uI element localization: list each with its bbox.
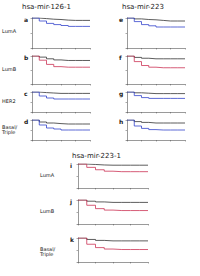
svg-text:c: c bbox=[24, 90, 28, 97]
svg-text:h: h bbox=[119, 118, 123, 125]
svg-text:HER2: HER2 bbox=[2, 98, 16, 104]
svg-text:Triple: Triple bbox=[1, 129, 15, 136]
svg-text:Basal/: Basal/ bbox=[40, 245, 56, 252]
svg-text:LumB: LumB bbox=[2, 66, 17, 72]
svg-text:i: i bbox=[70, 162, 72, 169]
svg-text:Basal/: Basal/ bbox=[2, 123, 19, 130]
svg-text:hsa-mir-223-1: hsa-mir-223-1 bbox=[72, 152, 121, 160]
svg-text:f: f bbox=[119, 54, 122, 61]
svg-text:d: d bbox=[24, 118, 28, 125]
svg-text:LumA: LumA bbox=[2, 28, 17, 34]
svg-text:a: a bbox=[24, 16, 28, 23]
svg-text:hsa-mir-223: hsa-mir-223 bbox=[122, 3, 164, 11]
svg-text:LumA: LumA bbox=[40, 172, 55, 178]
svg-text:j: j bbox=[69, 198, 72, 206]
svg-text:LumB: LumB bbox=[40, 208, 55, 214]
svg-text:e: e bbox=[119, 16, 123, 23]
svg-text:g: g bbox=[119, 90, 123, 98]
svg-text:hsa-mir-126-1: hsa-mir-126-1 bbox=[22, 3, 71, 11]
svg-text:b: b bbox=[24, 54, 29, 61]
svg-text:Triple: Triple bbox=[39, 251, 53, 258]
svg-text:k: k bbox=[70, 236, 75, 243]
